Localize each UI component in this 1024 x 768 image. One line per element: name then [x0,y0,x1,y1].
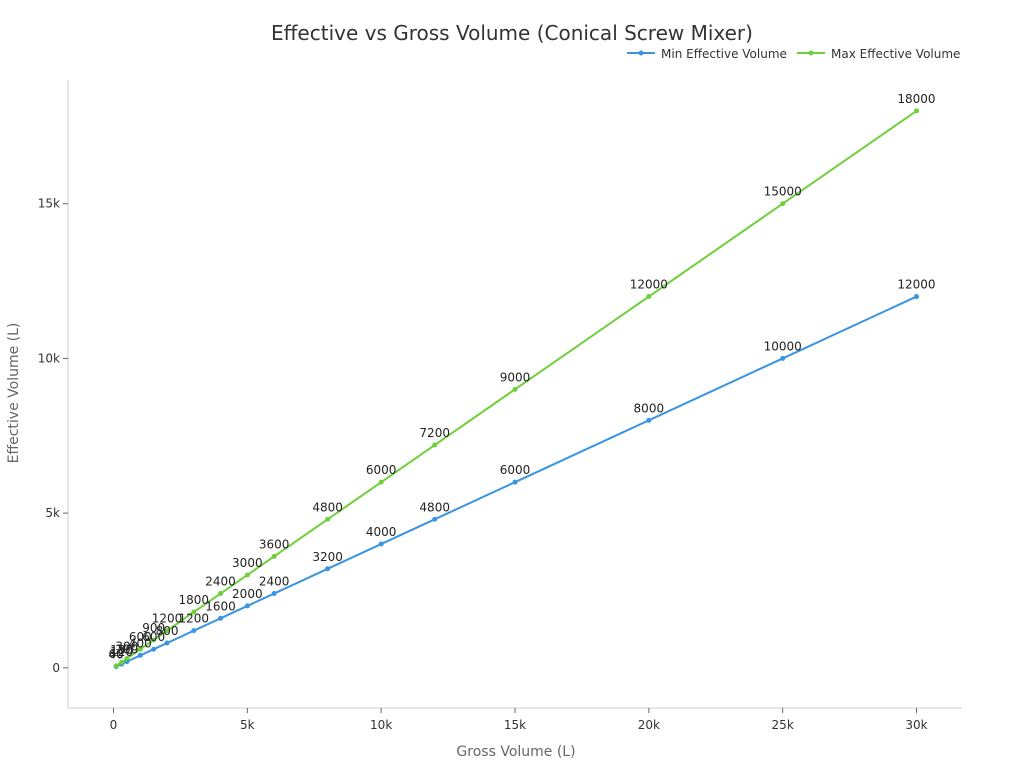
y-tick-label: 5k [45,506,60,520]
data-label-min: 2400 [259,575,290,589]
data-label-max: 9000 [500,370,531,384]
data-label-min: 1600 [205,599,236,613]
data-point-min[interactable] [432,516,438,522]
legend-marker-max [808,50,814,56]
x-axis-ticks: 0 5k 10k 15k 20k 25k 30k [110,708,928,732]
legend-item-min[interactable]: Min Effective Volume [627,47,787,61]
data-label-min: 3200 [312,550,343,564]
y-axis-title: Effective Volume (L) [6,323,22,464]
data-label-min: 10000 [764,339,802,353]
series-layer [113,108,919,670]
data-point-min[interactable] [512,479,518,485]
data-point-max[interactable] [646,294,652,300]
legend: Min Effective Volume Max Effective Volum… [627,47,960,61]
data-label-min: 120 [110,645,133,659]
data-point-max[interactable] [378,479,384,485]
data-label-max: 4800 [312,500,343,514]
data-label-min: 4800 [419,500,450,514]
data-label-max: 12000 [630,278,668,292]
data-label-min: 8000 [634,401,665,415]
data-label-max: 900 [142,621,165,635]
data-label-min: 12000 [897,278,935,292]
chart-title: Effective vs Gross Volume (Conical Screw… [271,21,753,45]
legend-label-min: Min Effective Volume [661,47,787,61]
data-label-min: 6000 [500,463,531,477]
data-label-min: 40 [109,648,124,662]
data-label-min: 800 [156,624,179,638]
data-point-max[interactable] [151,637,157,643]
data-point-min[interactable] [164,640,170,646]
data-label-max: 1200 [152,612,183,626]
data-label-max: 300 [115,640,138,654]
data-point-max[interactable] [124,656,130,662]
data-point-max[interactable] [218,591,224,597]
data-point-max[interactable] [512,386,518,392]
data-label-max: 180 [110,643,133,657]
x-tick-label: 20k [638,718,660,732]
data-point-max[interactable] [164,628,170,634]
data-point-max[interactable] [780,201,786,207]
data-label-max: 15000 [764,185,802,199]
data-point-max[interactable] [119,659,125,665]
y-tick-label: 0 [52,661,60,675]
x-tick-label: 15k [504,718,526,732]
data-point-min[interactable] [780,355,786,361]
data-point-min[interactable] [378,541,384,547]
legend-label-max: Max Effective Volume [831,47,960,61]
data-label-max: 1800 [179,593,210,607]
data-point-min[interactable] [913,294,919,300]
data-point-min[interactable] [218,615,224,621]
y-axis-ticks: 0 5k 10k 15k [38,197,68,675]
data-point-max[interactable] [113,663,119,669]
x-tick-label: 30k [905,718,927,732]
x-tick-label: 5k [240,718,255,732]
data-label-min: 1200 [179,612,210,626]
x-tick-label: 25k [772,718,794,732]
data-point-min[interactable] [271,591,277,597]
data-point-max[interactable] [244,572,250,578]
data-point-max[interactable] [191,609,197,615]
data-point-max[interactable] [271,553,277,559]
data-label-min: 2000 [232,587,263,601]
data-point-min[interactable] [244,603,250,609]
x-axis-title: Gross Volume (L) [456,744,575,760]
data-point-max[interactable] [137,646,143,652]
data-point-min[interactable] [325,566,331,572]
data-label-min: 200 [115,643,138,657]
y-tick-label: 15k [38,197,60,211]
data-labels-layer: 4012020040060080012001600200024003200400… [109,92,936,662]
data-label-max: 2400 [205,575,236,589]
data-point-max[interactable] [913,108,919,114]
data-point-min[interactable] [137,652,143,658]
y-tick-label: 10k [38,351,60,365]
data-label-max: 60 [109,647,124,661]
data-label-max: 6000 [366,463,397,477]
data-point-min[interactable] [646,417,652,423]
data-point-min[interactable] [151,646,157,652]
x-tick-label: 10k [370,718,392,732]
data-label-max: 3600 [259,537,290,551]
legend-item-max[interactable]: Max Effective Volume [797,47,960,61]
data-label-max: 3000 [232,556,263,570]
legend-marker-min [638,50,644,56]
data-point-max[interactable] [432,442,438,448]
data-label-min: 600 [142,630,165,644]
data-label-min: 4000 [366,525,397,539]
data-label-max: 18000 [897,92,935,106]
data-label-max: 600 [129,630,152,644]
x-tick-label: 0 [110,718,118,732]
data-point-max[interactable] [325,516,331,522]
data-label-min: 400 [129,636,152,650]
data-label-max: 7200 [419,426,450,440]
data-point-min[interactable] [191,628,197,634]
